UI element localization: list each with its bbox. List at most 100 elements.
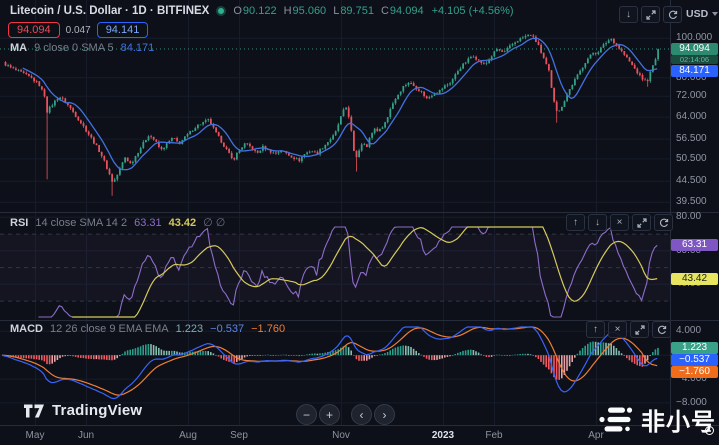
main-pane-buttons: ↓ [619,6,682,23]
close-pane-button[interactable]: × [608,321,627,338]
time-axis-label: 2023 [431,430,455,441]
symbol-title: Litecoin / U.S. Dollar · 1D · BITFINEX [10,5,210,17]
low-value: 89.751 [340,5,374,17]
price-axis-label: 50.500 [676,152,707,164]
move-pane-down-button[interactable]: ↓ [619,6,638,23]
ohlc-values: O90.122 H95.060 L89.751 C94.094 +4.105 (… [233,5,513,17]
restore-pane-button[interactable] [652,321,671,338]
caret-down-icon [712,12,719,16]
macd-line-value: −0.537 [210,323,245,335]
price-axis-label: 100.000 [676,32,713,44]
zoom-in-button[interactable]: + [319,404,340,425]
ma-value-badge: 84.171 [671,64,718,77]
watermark-text: 非小号 [641,408,716,436]
macd-legend[interactable]: MACD 12 26 close 9 EMA EMA 1.223 −0.537 … [10,323,285,335]
macd-line [1,326,658,400]
close-label: C [380,5,389,17]
feixiaohao-logo-icon [599,407,633,432]
macd-hist-value: 1.223 [175,323,204,335]
rsi-line [38,226,658,318]
time-axis-label: Aug [179,430,197,441]
time-axis-label: Sep [230,430,248,441]
rsi-legend[interactable]: RSI 14 close SMA 14 2 63.31 43.42 ∅ ∅ [10,216,226,230]
time-axis-label: Feb [485,430,503,441]
sell-button[interactable]: 94.094 [8,22,60,38]
restore-pane-button[interactable] [663,6,682,23]
candles-layer [4,34,659,196]
close-value: 94.094 [389,5,424,17]
macd-params: 12 26 close 9 EMA EMA [50,323,169,335]
high-label: H [283,5,292,17]
currency-dropdown[interactable]: USD [686,8,719,20]
pane-separators [0,0,719,426]
tradingview-brand[interactable]: TradingView [24,402,142,419]
price-axis-label: 72.000 [676,90,707,102]
trade-buttons-row: 94.094 0.047 94.141 [8,22,149,38]
rsi-placeholders: ∅ ∅ [203,217,226,229]
restore-icon [668,10,677,19]
ma-name: MA [10,42,28,54]
symbol-legend[interactable]: Litecoin / U.S. Dollar · 1D · BITFINEX O… [10,5,514,17]
time-axis-label: Nov [332,430,350,441]
close-pane-button[interactable]: × [610,214,629,231]
time-axis-label: May [25,430,45,441]
buy-button[interactable]: 94.141 [96,22,149,38]
price-axis-label: 44.500 [676,175,707,187]
low-label: L [333,5,340,17]
price-axis-label: 39.500 [676,196,707,208]
macd-axis-label: 4.000 [676,325,702,337]
change-value: +4.105 (+4.56%) [431,5,514,17]
time-axis-label: Apr [588,430,604,441]
rsi-sma-badge: 43.42 [671,272,718,285]
macd-axis-label: −8.000 [676,396,707,408]
rsi-name: RSI [10,216,29,229]
market-status-icon [216,6,227,16]
currency-label: USD [686,8,709,20]
rsi-value: 63.31 [134,216,162,229]
maximize-icon [636,217,647,228]
spread-value: 0.047 [65,24,91,36]
restore-icon [657,325,666,334]
high-value: 95.060 [292,5,327,17]
watermark-registered-icon [705,426,714,435]
macd-hist-badge: 1.223 [671,341,718,354]
price-axis-label: 80.000 [676,71,707,83]
rsi-sma-value: 43.42 [168,216,197,229]
ma-legend[interactable]: MA 9 close 0 SMA 5 84.171 [10,42,154,54]
maximize-pane-button[interactable] [630,321,649,338]
restore-icon [659,218,668,227]
brand-text: TradingView [52,402,143,419]
grid-layer [0,0,670,425]
price-axis-label: 64.000 [676,111,707,123]
macd-pane-buttons: ↑ × [586,321,671,338]
macd-value-badge: −0.537 [671,353,718,366]
macd-name: MACD [10,323,43,335]
rsi-params: 14 close SMA 14 2 [35,216,128,229]
move-pane-down-button[interactable]: ↓ [588,214,607,231]
restore-pane-button[interactable] [654,214,673,231]
ma-value: 84.171 [120,42,155,54]
macd-axis-label: −4.000 [676,373,707,385]
open-value: 90.122 [242,5,277,17]
maximize-icon [645,9,656,20]
rsi-axis-label: 80.00 [676,211,702,223]
zoom-out-button[interactable]: − [296,404,317,425]
time-axis-label: Jun [77,430,95,441]
move-pane-up-button[interactable]: ↑ [586,321,605,338]
maximize-pane-button[interactable] [641,6,660,23]
rsi-sma-line [72,226,658,318]
countdown-badge: 02:14:06 [671,54,718,64]
maximize-pane-button[interactable] [632,214,651,231]
scroll-right-button[interactable]: › [374,404,395,425]
scroll-left-button[interactable]: ‹ [351,404,372,425]
watermark: 非小号 [598,402,716,437]
ma-line [22,37,658,171]
maximize-icon [634,324,645,335]
tradingview-logo-icon [24,404,44,417]
macd-signal-badge: −1.760 [671,365,718,378]
rsi-pane-buttons: ↑ ↓ × [566,214,673,231]
move-pane-up-button[interactable]: ↑ [566,214,585,231]
